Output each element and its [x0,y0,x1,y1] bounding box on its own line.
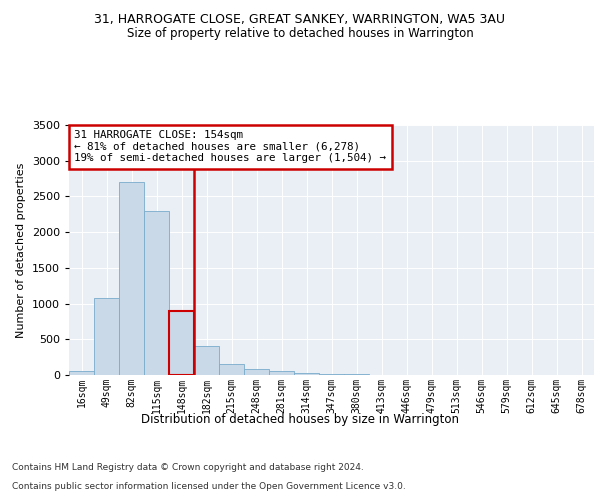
Bar [169,310,194,375]
Bar [94,298,119,375]
Y-axis label: Number of detached properties: Number of detached properties [16,162,26,338]
Text: Distribution of detached houses by size in Warrington: Distribution of detached houses by size … [141,412,459,426]
Text: 31, HARROGATE CLOSE, GREAT SANKEY, WARRINGTON, WA5 3AU: 31, HARROGATE CLOSE, GREAT SANKEY, WARRI… [95,12,505,26]
Bar [244,368,269,375]
Bar [194,346,219,375]
Text: Contains public sector information licensed under the Open Government Licence v3: Contains public sector information licen… [12,482,406,491]
Bar [269,371,294,375]
Bar [319,374,344,375]
Bar [344,374,369,375]
Text: Size of property relative to detached houses in Warrington: Size of property relative to detached ho… [127,28,473,40]
Bar [294,372,319,375]
Bar [119,182,144,375]
Bar [69,372,94,375]
Bar [144,210,169,375]
Bar [219,364,244,375]
Text: 31 HARROGATE CLOSE: 154sqm
← 81% of detached houses are smaller (6,278)
19% of s: 31 HARROGATE CLOSE: 154sqm ← 81% of deta… [74,130,386,163]
Text: Contains HM Land Registry data © Crown copyright and database right 2024.: Contains HM Land Registry data © Crown c… [12,464,364,472]
